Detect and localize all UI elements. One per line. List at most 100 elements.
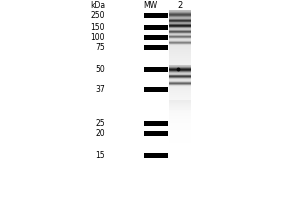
Text: 2: 2 [177,1,183,10]
Bar [169,85,190,86]
Bar [169,49,190,50]
Bar [169,170,190,171]
Bar [169,32,190,33]
Bar [169,188,190,189]
Bar [169,138,190,139]
Bar [169,117,190,118]
Bar [169,135,190,136]
Bar [169,23,190,24]
Bar [169,17,190,18]
Bar [169,191,190,192]
Bar [169,84,190,85]
Bar [169,155,190,156]
Bar [169,93,190,94]
Bar [169,36,190,37]
Bar [169,133,190,134]
Bar [169,181,190,182]
Bar [169,72,190,73]
Bar [169,168,190,169]
Bar [169,131,190,132]
Text: 75: 75 [95,43,105,52]
Bar [169,43,190,44]
Bar [169,162,190,163]
Bar [169,11,190,12]
Bar [169,146,190,147]
Bar [169,41,190,42]
Bar [169,163,190,164]
Bar [169,184,190,185]
Bar [169,15,190,16]
Bar [169,161,190,162]
Bar [169,190,190,191]
Bar [169,73,190,74]
Bar [169,197,190,198]
Bar [169,108,190,109]
Text: 20: 20 [95,129,105,138]
Bar [169,105,190,106]
Bar [169,64,190,65]
Bar [169,58,190,59]
Bar [169,147,190,148]
Bar [169,99,190,100]
Bar [169,98,190,99]
Bar [169,90,190,91]
Bar [169,46,190,47]
Bar [169,195,190,196]
Bar [169,118,190,119]
Bar [144,35,168,40]
Bar [169,24,190,25]
Bar [169,159,190,160]
Bar [169,67,190,68]
Bar [169,51,190,52]
Bar [169,165,190,166]
Bar [169,94,190,95]
Bar [169,50,190,51]
Bar [169,19,190,20]
Bar [169,176,190,177]
Bar [169,125,190,126]
Bar [169,134,190,135]
Bar [169,167,190,168]
Bar [169,172,190,173]
Bar [169,70,190,71]
Bar [169,182,190,183]
Bar [169,92,190,93]
Bar [169,185,190,186]
Bar [169,8,190,9]
Bar [144,25,168,30]
Bar [169,109,190,110]
Bar [169,31,190,32]
Bar [169,177,190,178]
Text: kDa: kDa [90,1,105,10]
Bar [169,75,190,76]
Bar [169,198,190,199]
Bar [169,175,190,176]
Bar [169,196,190,197]
Bar [169,169,190,170]
Bar [169,40,190,41]
Bar [144,121,168,126]
Text: MW: MW [143,1,157,10]
Bar [169,2,190,3]
Bar [169,103,190,104]
Bar [169,97,190,98]
Text: 50: 50 [95,65,105,74]
Bar [169,180,190,181]
Bar [169,174,190,175]
Bar [169,52,190,53]
Bar [169,142,190,143]
Bar [169,116,190,117]
Bar [169,194,190,195]
Bar [144,153,168,158]
Bar [169,91,190,92]
Bar [169,160,190,161]
Bar [169,4,190,5]
Bar [169,115,190,116]
Bar [169,192,190,193]
Bar [169,82,190,83]
Bar [169,7,190,8]
Bar [169,89,190,90]
Bar [169,132,190,133]
Bar [169,199,190,200]
Bar [169,87,190,88]
